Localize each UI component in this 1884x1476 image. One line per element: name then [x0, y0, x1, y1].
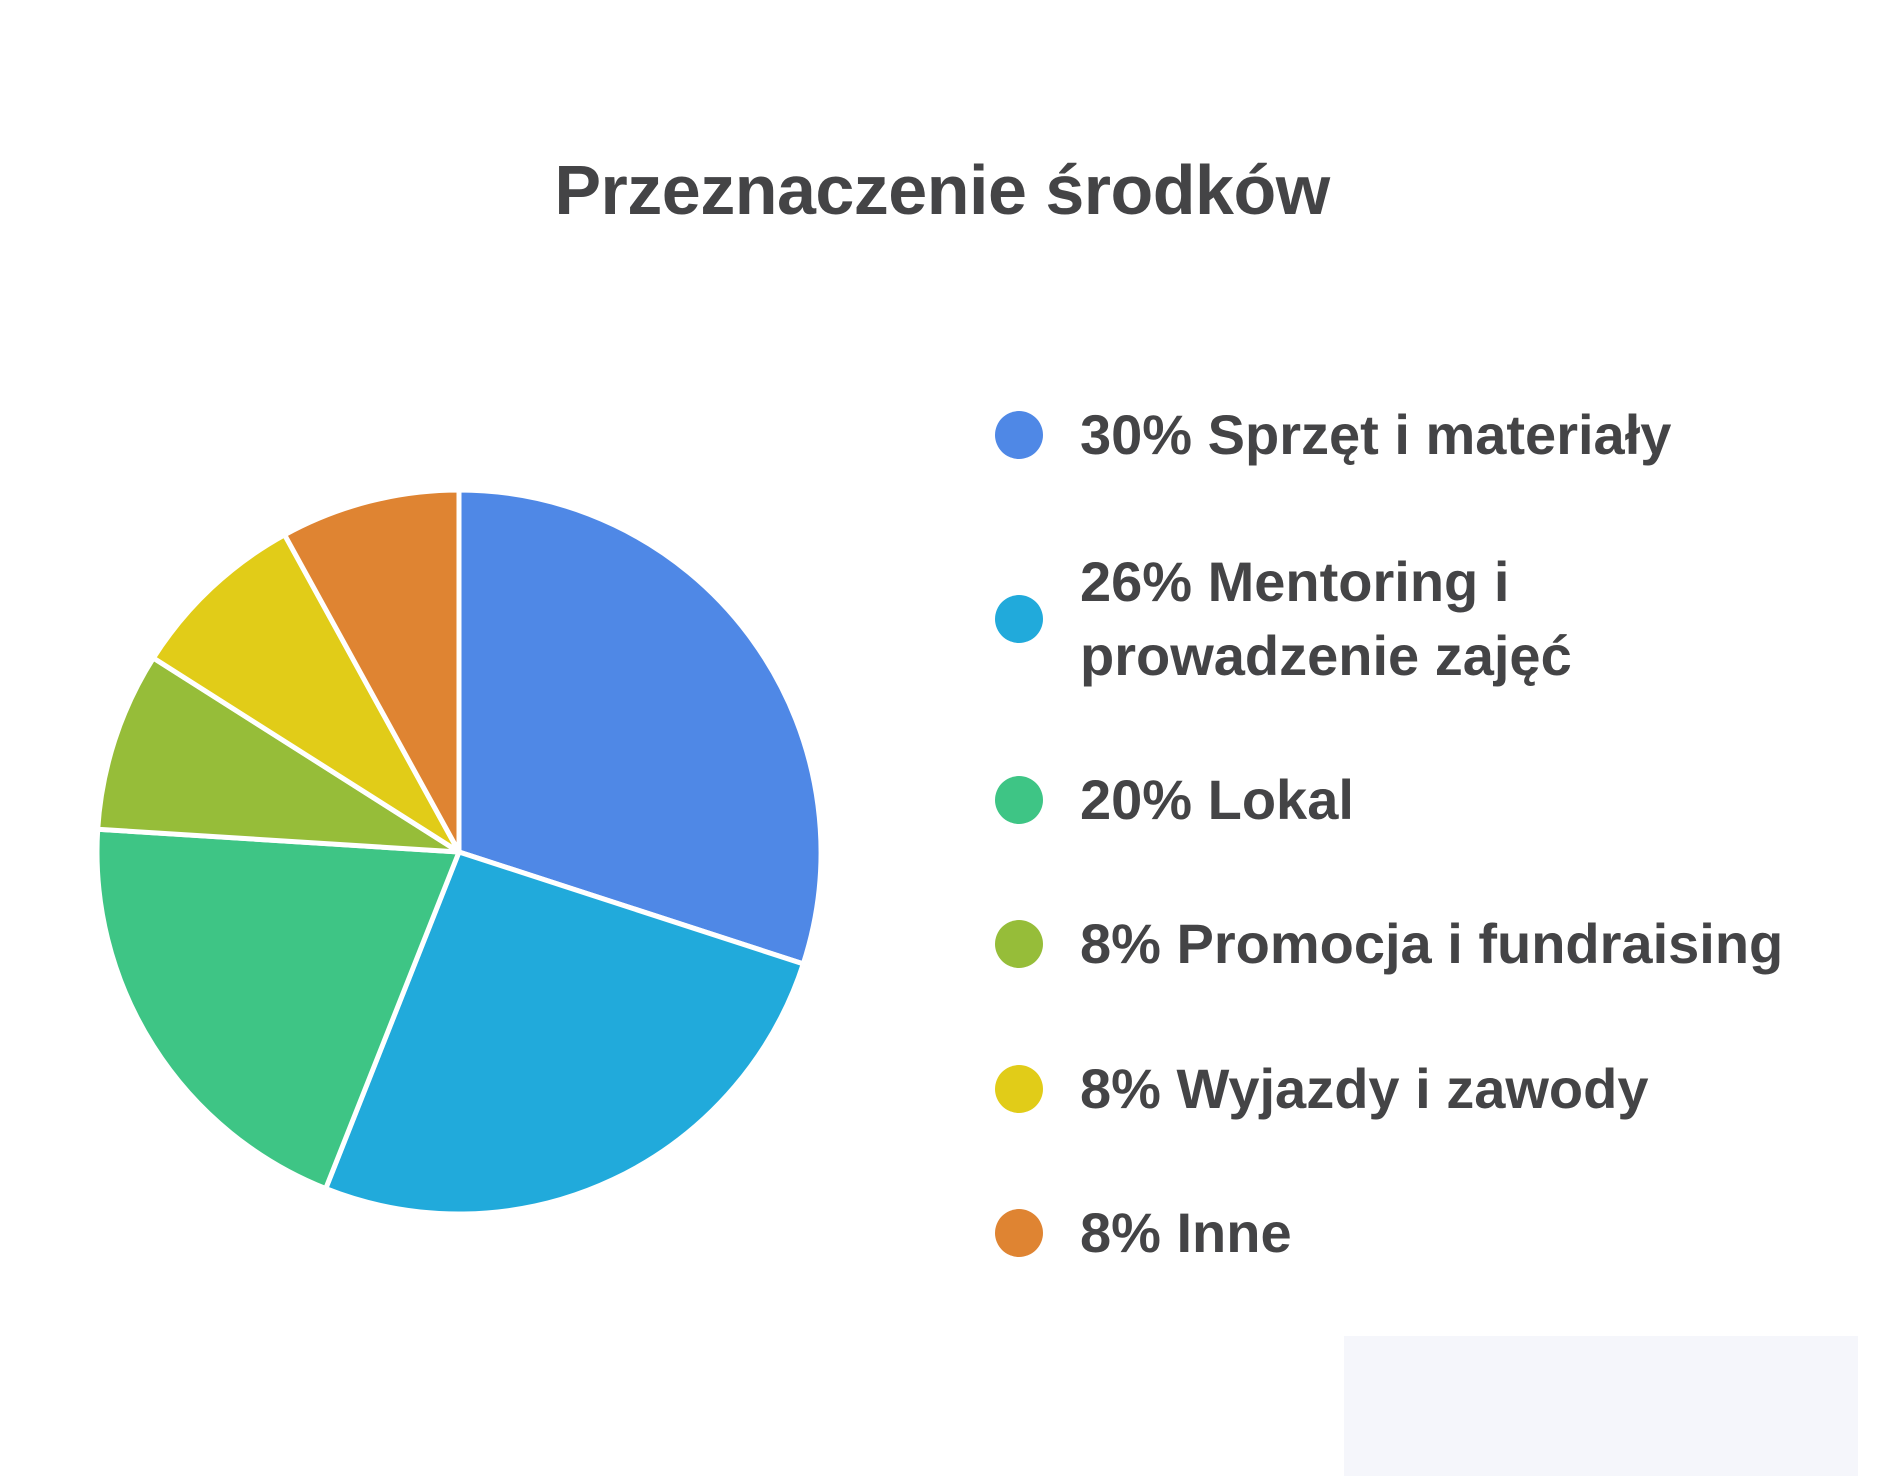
pie-slice-4 — [95, 655, 462, 855]
legend-item: 8% Wyjazdy i zawody — [995, 1052, 1875, 1126]
legend-swatch — [995, 595, 1043, 643]
legend-label: 8% Wyjazdy i zawody — [1080, 1057, 1649, 1120]
chart-title: Przeznaczenie środków — [554, 151, 1330, 229]
legend-swatch — [995, 920, 1043, 968]
legend-label: 8% Promocja i fundraising — [1080, 912, 1784, 975]
pie-slice-3 — [94, 826, 462, 1192]
legend-swatch — [995, 1209, 1043, 1257]
legend-item: 8% Inne — [995, 1196, 1875, 1270]
footer-panel — [1344, 1336, 1858, 1476]
legend-swatch — [995, 1065, 1043, 1113]
legend-swatch — [995, 776, 1043, 824]
legend-label: 20% Lokal — [1080, 768, 1354, 831]
legend-label: 30% Sprzęt i materiały — [1080, 403, 1672, 466]
legend-label: 8% Inne — [1080, 1201, 1292, 1264]
pie-slice-1 — [456, 487, 824, 967]
legend-item: 20% Lokal — [995, 763, 1875, 837]
legend-item: 30% Sprzęt i materiały — [995, 398, 1875, 472]
pie-slice-5 — [150, 532, 462, 855]
legend-item: 8% Promocja i fundraising — [995, 907, 1875, 981]
legend-label: 26% Mentoring i prowadzenie zajęć — [1080, 550, 1572, 687]
legend-item: 26% Mentoring i prowadzenie zajęć — [995, 545, 1875, 693]
legend-swatch — [995, 411, 1043, 459]
pie-slice-6 — [282, 487, 462, 855]
pie-slice-2 — [323, 849, 806, 1217]
